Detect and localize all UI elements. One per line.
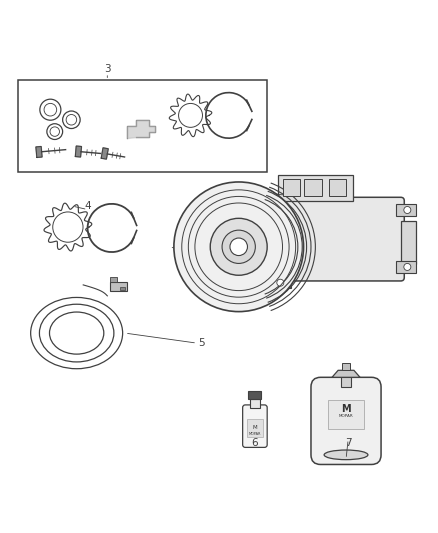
Bar (120, 287, 125, 290)
Circle shape (277, 279, 284, 286)
Bar (110, 278, 117, 282)
FancyBboxPatch shape (257, 197, 404, 281)
Bar (396, 204, 416, 216)
Text: 4: 4 (84, 201, 91, 211)
Circle shape (230, 238, 247, 255)
Circle shape (404, 263, 411, 270)
Ellipse shape (324, 450, 368, 459)
Circle shape (404, 206, 411, 214)
Circle shape (210, 219, 267, 275)
Text: M: M (341, 404, 351, 414)
Bar (401, 221, 416, 264)
Bar (110, 282, 127, 292)
Text: 3: 3 (104, 63, 111, 74)
Text: 2: 2 (178, 246, 185, 256)
Polygon shape (127, 120, 155, 138)
Bar (328, 179, 346, 197)
Bar (328, 400, 364, 429)
Bar (341, 377, 351, 387)
Text: M: M (253, 425, 257, 430)
Text: 5: 5 (198, 338, 205, 348)
Bar (396, 261, 416, 273)
Bar (250, 399, 260, 408)
Text: MOPAR: MOPAR (339, 414, 353, 418)
Bar (304, 179, 322, 197)
Bar (342, 364, 350, 370)
Bar (248, 391, 261, 399)
Circle shape (174, 182, 304, 312)
Bar (247, 419, 263, 437)
Bar (278, 174, 353, 201)
Bar (269, 278, 291, 288)
FancyBboxPatch shape (311, 377, 381, 464)
Circle shape (222, 230, 255, 263)
Polygon shape (332, 370, 360, 377)
Bar (283, 179, 300, 197)
Text: MOPAR: MOPAR (249, 432, 261, 436)
Text: 1: 1 (244, 182, 251, 192)
Bar (18, 80, 267, 172)
Text: 7: 7 (345, 438, 352, 448)
Text: 6: 6 (251, 438, 258, 448)
Polygon shape (36, 147, 42, 157)
Polygon shape (101, 148, 108, 159)
FancyBboxPatch shape (243, 405, 267, 447)
Polygon shape (75, 146, 81, 157)
